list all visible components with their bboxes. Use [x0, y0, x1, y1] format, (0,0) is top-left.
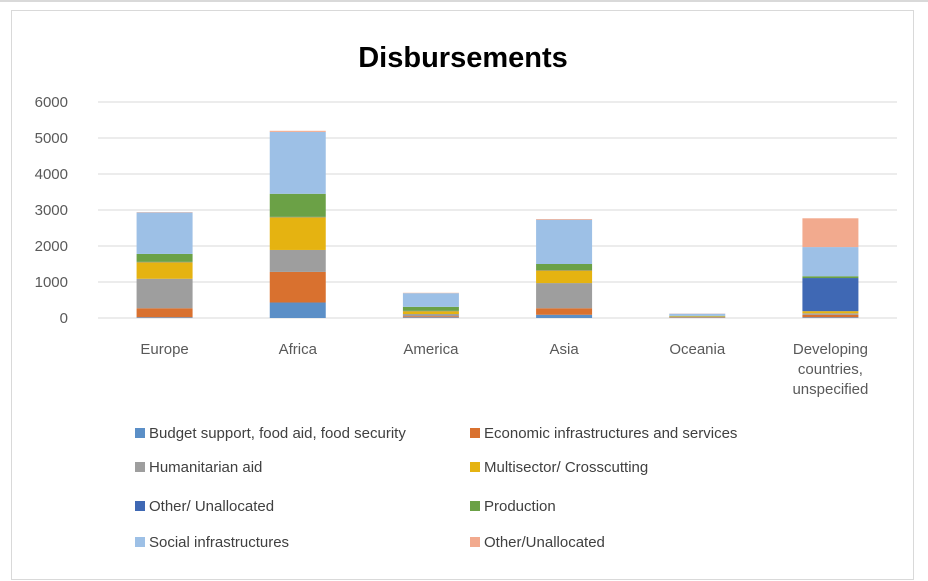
legend-label: Economic infrastructures and services — [484, 425, 737, 442]
legend-item: Other/ Unallocated — [135, 498, 274, 515]
y-tick-label: 5000 — [35, 130, 68, 147]
bar-segment — [403, 314, 459, 316]
x-tick-label: Africa — [279, 341, 318, 358]
legend-item: Production — [470, 498, 556, 515]
legend-item: Economic infrastructures and services — [470, 425, 737, 442]
legend-label: Production — [484, 498, 556, 515]
legend-swatch — [470, 428, 480, 438]
y-tick-label: 6000 — [35, 94, 68, 111]
bar-segment — [403, 307, 459, 311]
bar-segment — [802, 278, 858, 311]
legend-label: Multisector/ Crosscutting — [484, 459, 648, 476]
y-tick-label: 0 — [60, 310, 68, 327]
bar-segment — [270, 217, 326, 250]
legend-item: Budget support, food aid, food security — [135, 425, 406, 442]
legend-item: Social infrastructures — [135, 534, 289, 551]
x-axis: Europe Africa America Asia Oceania Developing… — [140, 341, 868, 398]
x-tick-label: Asia — [549, 341, 579, 358]
legend-swatch — [135, 501, 145, 511]
bar-segment — [270, 272, 326, 303]
legend-swatch — [135, 537, 145, 547]
bar-segment — [270, 131, 326, 132]
window-top-border — [0, 0, 928, 2]
bar-segment — [403, 316, 459, 317]
bar-segment — [536, 315, 592, 318]
bar-segment — [403, 311, 459, 314]
bar-segment — [137, 308, 193, 317]
legend-item: Humanitarian aid — [135, 459, 262, 476]
bar-segment — [802, 218, 858, 247]
y-axis: 0 1000 2000 3000 4000 5000 6000 — [35, 94, 68, 327]
bar-segment — [403, 293, 459, 307]
bar-segment — [270, 303, 326, 318]
legend-swatch — [470, 501, 480, 511]
legend-label: Other/ Unallocated — [149, 498, 274, 515]
bar-segment — [536, 283, 592, 308]
legend-swatch — [135, 428, 145, 438]
bar-segment — [669, 317, 725, 318]
bar-segment — [802, 315, 858, 318]
bar-segment — [802, 311, 858, 313]
x-tick-label: Developing — [793, 341, 868, 358]
bar-segment — [536, 270, 592, 283]
x-tick-label: Europe — [140, 341, 188, 358]
x-tick-label: unspecified — [792, 381, 868, 398]
bar-segment — [536, 220, 592, 264]
bar-segment — [403, 317, 459, 318]
bar-segment — [669, 316, 725, 317]
bar-segment — [802, 247, 858, 276]
y-tick-label: 1000 — [35, 274, 68, 291]
bar-segment — [137, 262, 193, 279]
bar-segment — [802, 313, 858, 314]
x-tick-label: America — [403, 341, 459, 358]
gridlines — [98, 102, 897, 318]
bar-segment — [270, 250, 326, 272]
legend-swatch — [470, 462, 480, 472]
bar-segment — [137, 279, 193, 309]
legend-swatch — [135, 462, 145, 472]
bar-segment — [802, 317, 858, 318]
legend-swatch — [470, 537, 480, 547]
legend-label: Budget support, food aid, food security — [149, 425, 406, 442]
bars — [137, 131, 859, 318]
disbursements-chart: Disbursements 0100020003000400050006000 … — [12, 11, 915, 581]
legend-label: Humanitarian aid — [149, 459, 262, 476]
bar-segment — [802, 276, 858, 278]
bar-segment — [536, 219, 592, 220]
bar-segment — [669, 314, 725, 316]
legend: Budget support, food aid, food security E… — [135, 425, 737, 551]
y-tick-label: 4000 — [35, 166, 68, 183]
x-tick-label: countries, — [798, 361, 863, 378]
bar-segment — [137, 254, 193, 262]
bar-segment — [536, 308, 592, 314]
legend-item: Other/Unallocated — [470, 534, 605, 551]
y-tick-label: 3000 — [35, 202, 68, 219]
bar-segment — [270, 132, 326, 194]
chart-title: Disbursements — [358, 42, 568, 74]
x-tick-label: Oceania — [669, 341, 726, 358]
bar-segment — [270, 194, 326, 217]
bar-segment — [536, 264, 592, 270]
bar-segment — [137, 317, 193, 318]
legend-label: Other/Unallocated — [484, 534, 605, 551]
legend-item: Multisector/ Crosscutting — [470, 459, 648, 476]
legend-label: Social infrastructures — [149, 534, 289, 551]
y-tick-label: 2000 — [35, 238, 68, 255]
bar-segment — [137, 213, 193, 254]
